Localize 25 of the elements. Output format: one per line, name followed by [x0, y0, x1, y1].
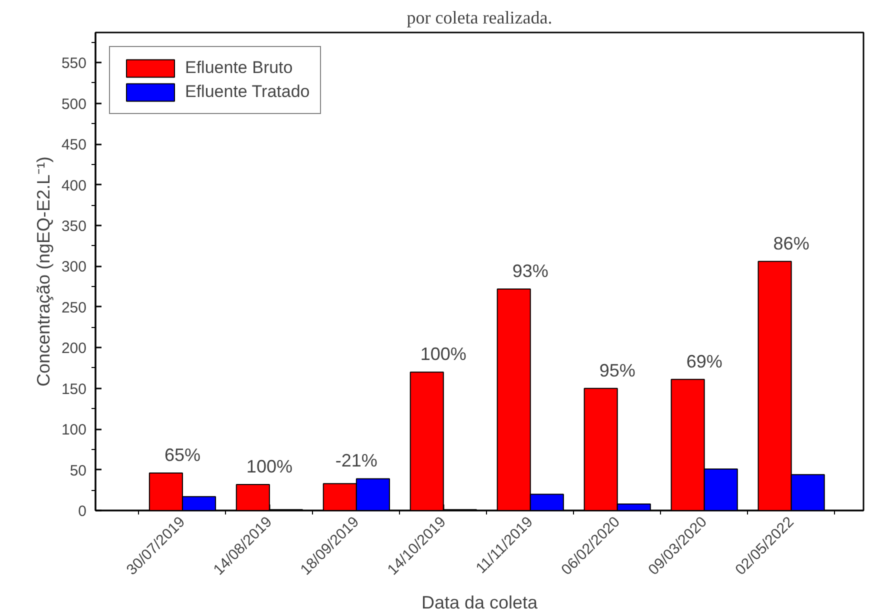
- annotation: 69%: [686, 351, 722, 372]
- x-axis-title: Data da coleta: [421, 592, 539, 613]
- y-tick-label: 200: [61, 340, 87, 358]
- y-tick-label: 100: [61, 422, 87, 439]
- annotation: 65%: [164, 445, 200, 466]
- y-tick-label: 500: [61, 96, 87, 113]
- y-axis-title: Concentração (ngEQ-E2.L⁻¹): [33, 156, 54, 387]
- chart-title: por coleta realizada.: [406, 8, 552, 28]
- annotation: 86%: [773, 233, 810, 254]
- y-tick-label: 400: [61, 177, 87, 194]
- y-tick-label: 550: [61, 55, 87, 72]
- y-tick-label: 350: [61, 218, 87, 235]
- annotation: 100%: [420, 344, 466, 364]
- y-tick-label: 50: [70, 462, 87, 480]
- annotation: -21%: [335, 450, 378, 471]
- y-tick-label: 450: [61, 136, 87, 154]
- y-tick-label: 0: [78, 503, 86, 520]
- legend-label: Efluente Tratado: [185, 82, 310, 102]
- annotation: 100%: [246, 456, 292, 476]
- y-tick-label: 300: [61, 258, 87, 276]
- y-tick-label: 150: [61, 380, 87, 398]
- annotation: 93%: [512, 261, 548, 282]
- annotation: 95%: [599, 360, 636, 380]
- y-tick-label: 250: [61, 299, 87, 316]
- legend-label: Efluente Bruto: [185, 58, 293, 78]
